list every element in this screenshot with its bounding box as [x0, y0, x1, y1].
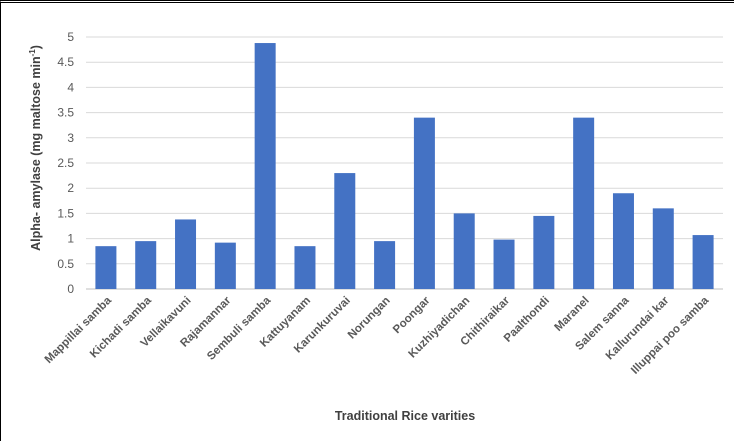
- bar-maranel: [573, 117, 595, 289]
- bars: [95, 43, 714, 289]
- x-category-label: Poongar: [391, 294, 433, 336]
- y-tick-label: 5: [67, 30, 74, 44]
- bar-kattuyanam: [294, 246, 316, 289]
- y-tick-label: 1.5: [57, 206, 74, 220]
- bar-kallurundai-kar: [652, 208, 674, 289]
- y-tick-label: 4.5: [57, 55, 74, 69]
- y-tick-label: 0.5: [57, 257, 74, 271]
- bar-chithiraikar: [493, 239, 515, 289]
- y-tick-label: 4: [67, 80, 74, 94]
- bar-illuppai-poo-samba: [692, 235, 714, 289]
- y-tick-label: 2.5: [57, 156, 74, 170]
- bar-kuzhiyadichan: [453, 213, 475, 289]
- y-axis-title: Alpha- amylase (mg maltose min-1): [28, 45, 43, 251]
- bar-mappillai-samba: [95, 246, 117, 289]
- bar-chart: 0 0.5 1 1.5 2 2.5 3 3.5 4 4.5 5 Mappillai sambaKic…: [28, 30, 723, 423]
- bar-norungan: [374, 241, 396, 289]
- y-tick-label: 3.5: [57, 106, 74, 120]
- x-category-label: Illuppai poo samba: [629, 294, 712, 377]
- bar-poongar: [413, 117, 435, 289]
- y-tick-label: 3: [67, 131, 74, 145]
- bar-paalthondi: [533, 215, 555, 289]
- bar-sembuli-samba: [254, 43, 276, 289]
- y-axis-ticks: 0 0.5 1 1.5 2 2.5 3 3.5 4 4.5 5: [57, 30, 74, 296]
- bar-rajamannar: [214, 242, 236, 289]
- bar-salem-sanna: [612, 193, 634, 289]
- x-category-label: Mappillai samba: [43, 294, 115, 366]
- x-axis-title: Traditional Rice varities: [335, 409, 475, 423]
- x-category-label: Norungan: [346, 295, 393, 342]
- bar-vellaikavuni: [175, 219, 197, 289]
- y-tick-label: 1: [67, 232, 74, 246]
- bar-kichadi-samba: [135, 241, 157, 289]
- y-tick-label: 2: [67, 181, 74, 195]
- y-tick-label: 0: [67, 282, 74, 296]
- bar-karunkuruvai: [334, 173, 356, 289]
- x-category-label: Maranel: [553, 295, 592, 334]
